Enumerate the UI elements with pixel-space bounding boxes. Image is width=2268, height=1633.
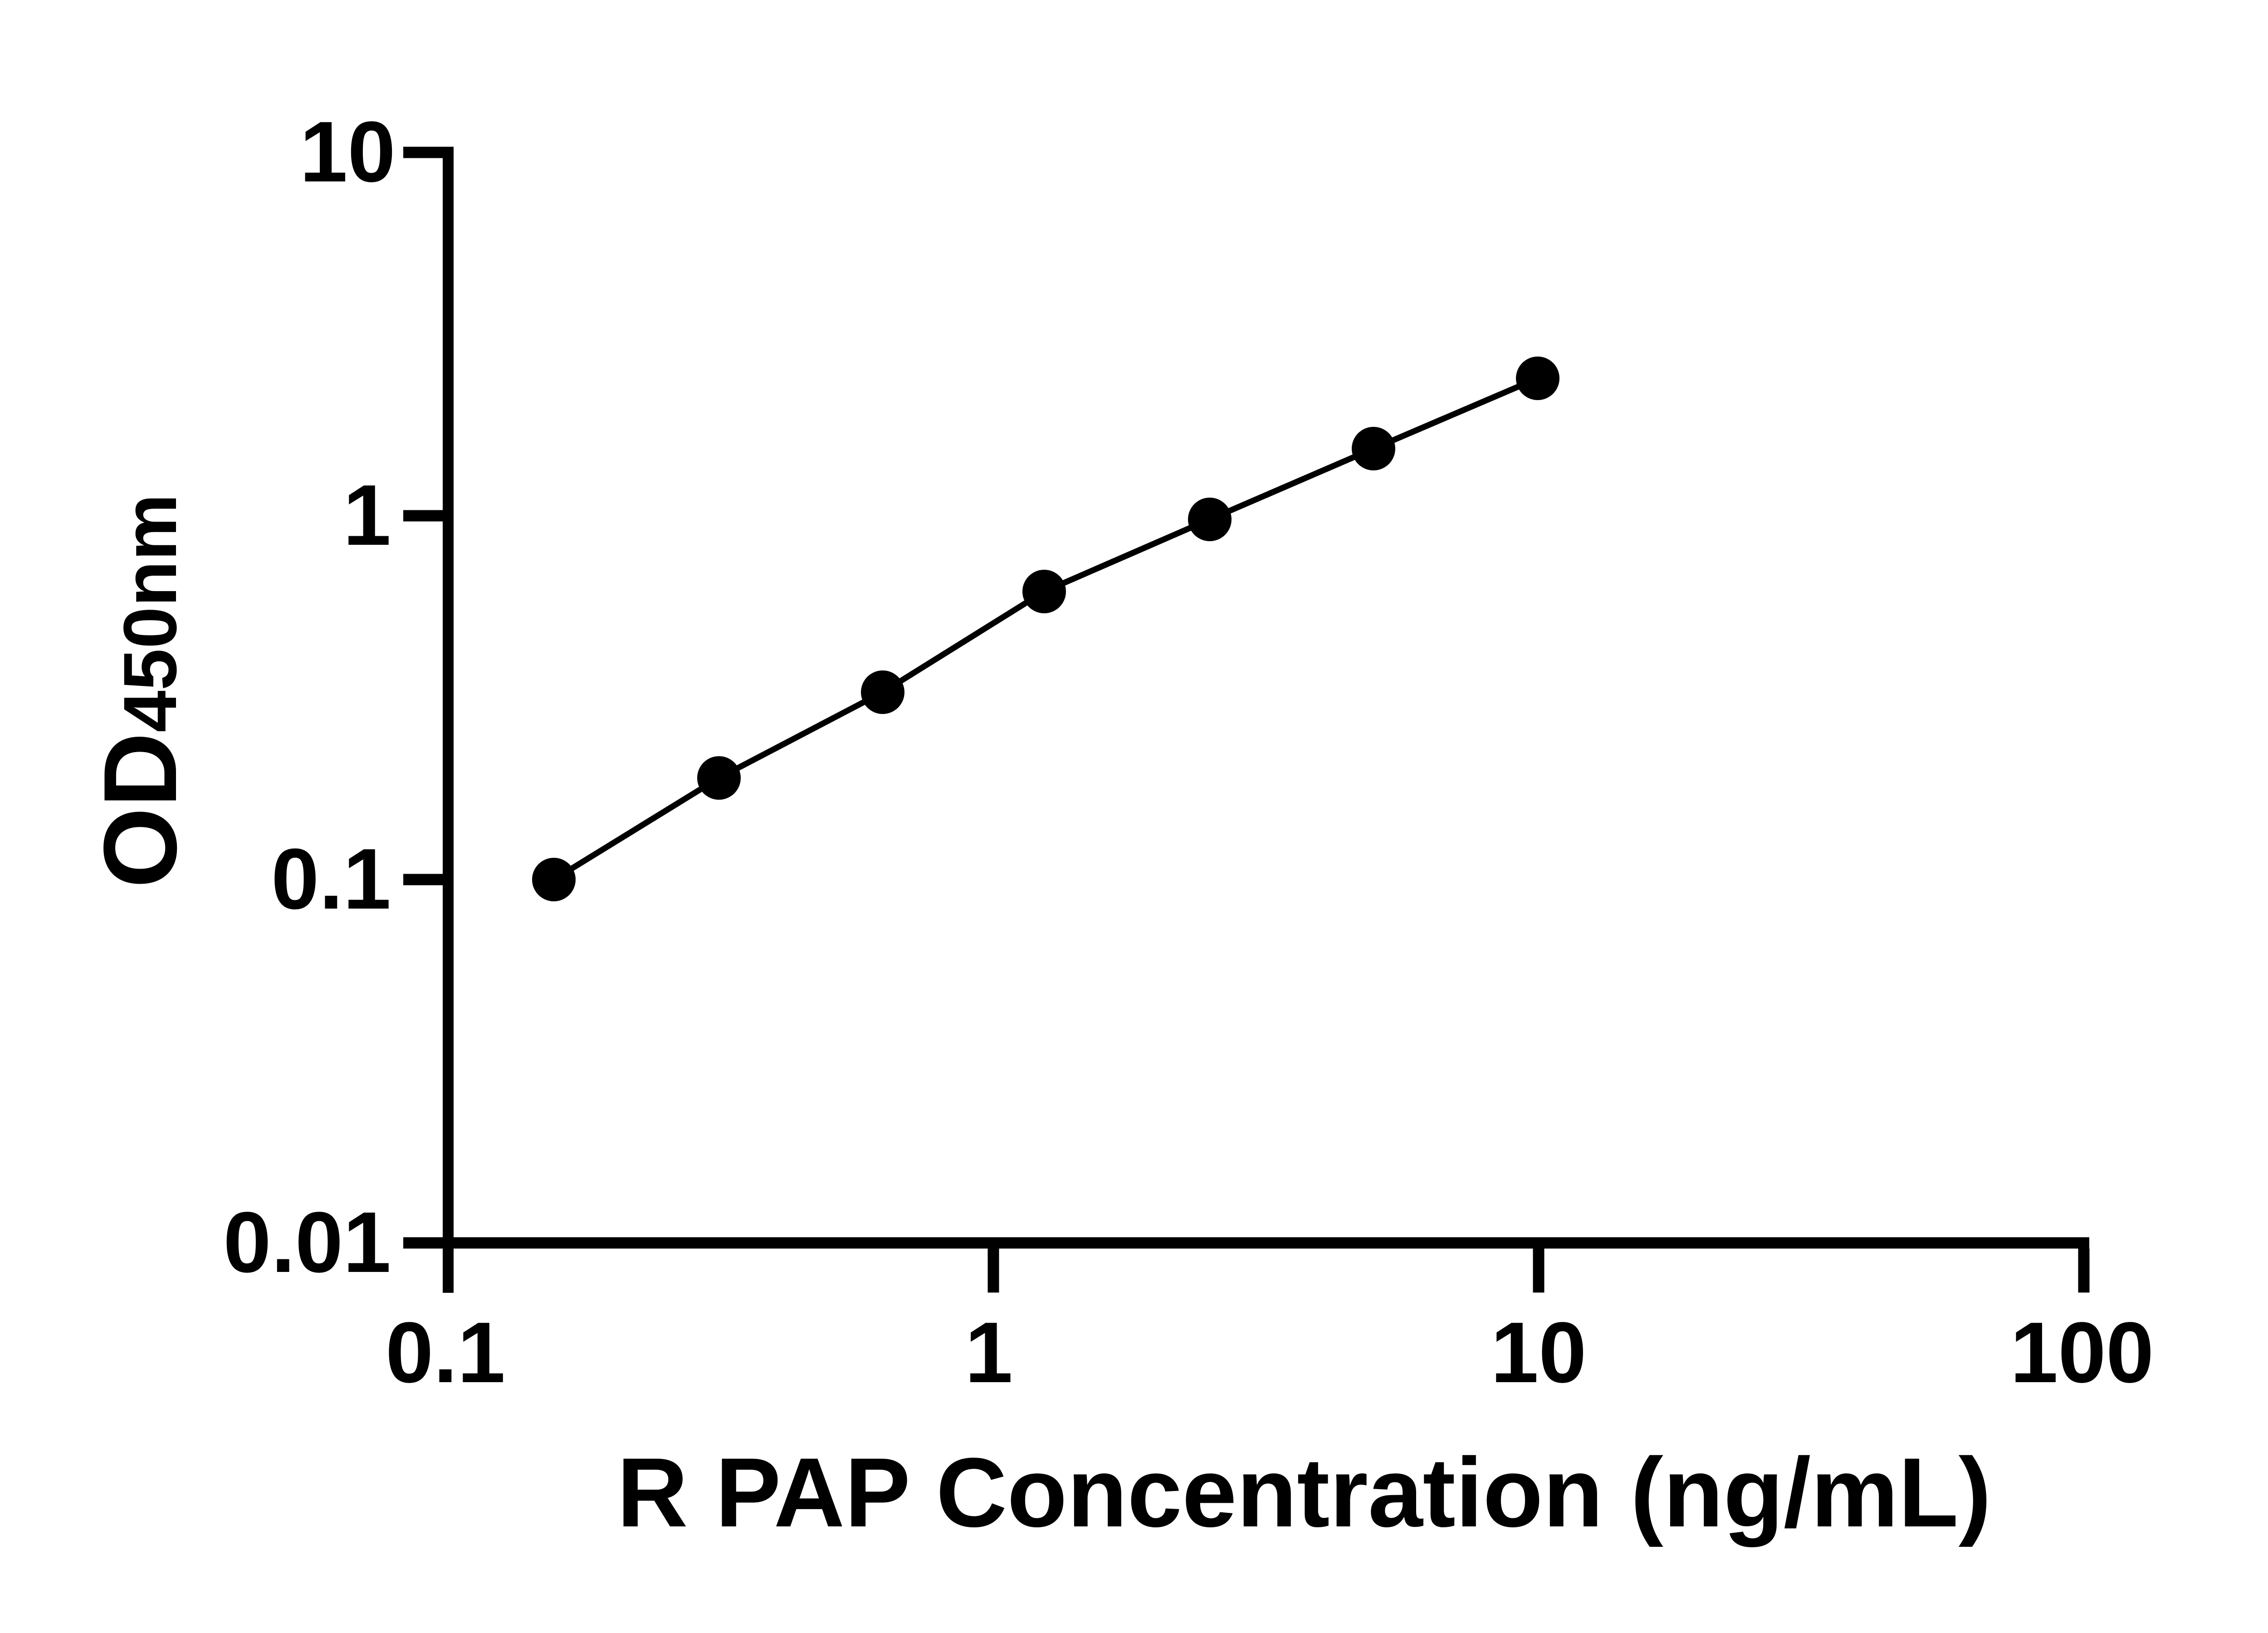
svg-text:1: 1 [343, 467, 391, 563]
svg-text:R PAP Concentration (ng/mL): R PAP Concentration (ng/mL) [617, 1437, 1991, 1547]
svg-text:0.1: 0.1 [271, 831, 391, 927]
svg-text:10: 10 [300, 104, 396, 200]
svg-text:0.01: 0.01 [223, 1194, 391, 1291]
svg-text:1: 1 [965, 1305, 1013, 1401]
svg-text:0.1: 0.1 [386, 1305, 505, 1401]
svg-text:100: 100 [2010, 1305, 2154, 1401]
svg-text:10: 10 [1491, 1305, 1586, 1401]
